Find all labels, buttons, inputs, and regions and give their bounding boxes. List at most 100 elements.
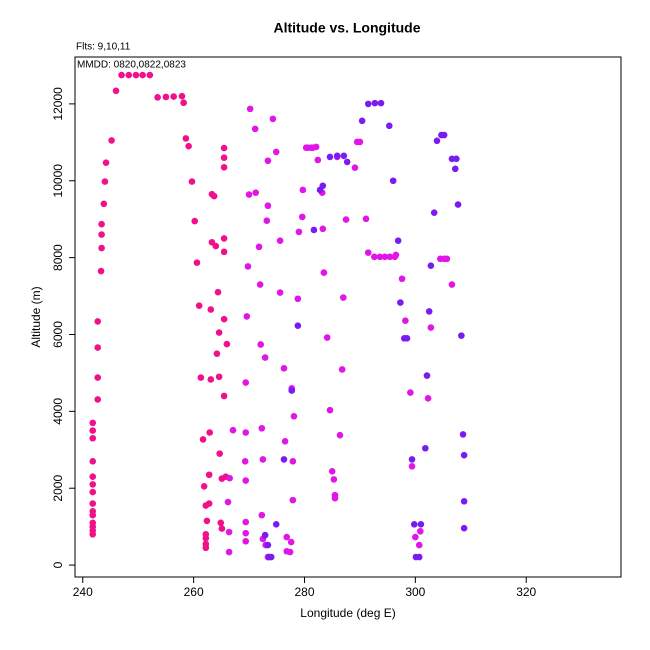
point <box>440 131 448 139</box>
y-tick-label: 8000 <box>51 244 65 271</box>
point <box>146 71 154 79</box>
point <box>259 456 267 463</box>
point <box>220 315 228 323</box>
point <box>215 373 223 381</box>
point <box>290 413 298 420</box>
point <box>458 332 465 339</box>
point <box>385 122 393 130</box>
point <box>408 463 416 470</box>
point <box>213 350 221 358</box>
point <box>272 148 280 156</box>
point <box>272 521 280 528</box>
point <box>280 456 288 463</box>
point <box>257 341 264 348</box>
point <box>94 344 102 351</box>
point <box>89 481 97 488</box>
point <box>256 281 264 288</box>
point <box>342 216 350 223</box>
point <box>376 253 384 261</box>
point <box>207 376 215 383</box>
point <box>220 154 228 161</box>
point <box>225 548 233 556</box>
point <box>220 144 228 152</box>
point <box>371 253 378 261</box>
point <box>98 231 105 238</box>
point <box>394 237 402 245</box>
point <box>197 374 205 381</box>
point <box>258 511 266 519</box>
point <box>294 322 302 329</box>
point <box>320 269 328 276</box>
point <box>98 220 105 228</box>
point <box>242 518 250 526</box>
point <box>89 507 97 515</box>
point <box>202 534 210 542</box>
point <box>242 537 250 545</box>
point <box>280 365 288 372</box>
point <box>94 396 102 403</box>
point <box>243 313 251 320</box>
point <box>118 71 125 79</box>
plot-frame <box>74 56 622 578</box>
point <box>242 477 250 484</box>
point <box>98 244 105 252</box>
point <box>89 488 97 496</box>
point <box>244 263 252 270</box>
point <box>407 389 414 396</box>
point <box>263 217 271 225</box>
point <box>245 191 253 198</box>
y-tick-label: 2000 <box>51 475 65 502</box>
point <box>425 308 433 315</box>
point <box>287 538 295 546</box>
point <box>433 137 441 145</box>
x-tick-label: 260 <box>184 585 204 599</box>
point <box>289 496 297 504</box>
point <box>288 387 296 394</box>
point <box>200 482 208 490</box>
x-tick-label: 320 <box>516 585 536 599</box>
point <box>214 288 222 296</box>
point <box>460 497 468 505</box>
point <box>338 366 346 373</box>
point <box>225 528 233 536</box>
point <box>417 527 424 535</box>
point <box>351 164 359 171</box>
point <box>112 87 120 95</box>
point <box>451 165 459 173</box>
point <box>343 158 351 166</box>
point <box>212 242 220 250</box>
point <box>453 155 460 163</box>
y-tick-label: 0 <box>51 561 65 568</box>
point <box>281 438 289 445</box>
point <box>246 105 254 113</box>
point <box>295 228 303 236</box>
annotation: MMDD: 0820,0822,0823 <box>77 60 186 71</box>
point <box>220 392 228 400</box>
point <box>215 329 223 336</box>
x-tick-label: 280 <box>294 585 314 599</box>
point <box>224 498 232 506</box>
point <box>323 334 331 341</box>
point <box>386 253 394 261</box>
point <box>336 431 344 439</box>
point <box>430 209 438 216</box>
point <box>241 458 249 465</box>
point <box>298 213 306 221</box>
point <box>89 473 97 480</box>
point <box>408 456 416 463</box>
point <box>162 93 170 101</box>
point <box>226 474 233 482</box>
point <box>276 289 284 296</box>
point <box>217 519 225 527</box>
point <box>269 115 277 123</box>
point <box>381 253 389 261</box>
point <box>319 182 327 190</box>
point <box>356 138 364 146</box>
point <box>258 424 266 432</box>
point <box>424 394 432 402</box>
point <box>427 324 435 331</box>
point <box>460 524 468 532</box>
point <box>207 306 215 313</box>
point <box>102 159 110 166</box>
